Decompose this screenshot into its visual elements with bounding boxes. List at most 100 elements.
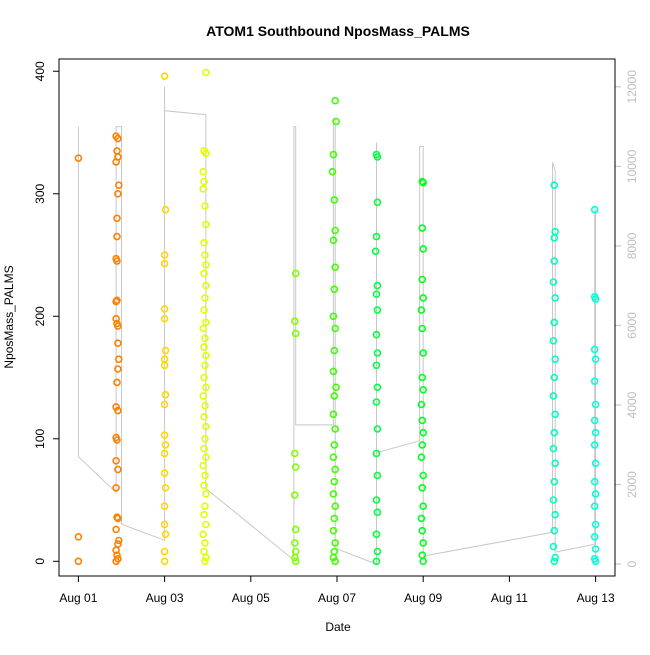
data-point <box>114 465 122 474</box>
data-point <box>291 269 300 278</box>
x-axis-title: Date <box>325 620 351 634</box>
data-point <box>419 502 428 511</box>
data-point <box>114 406 122 415</box>
data-point <box>418 324 427 333</box>
data-point <box>590 345 599 354</box>
data-point <box>419 539 428 547</box>
data-point <box>199 461 207 470</box>
data-point <box>330 441 339 449</box>
data-point <box>373 198 382 207</box>
data-point <box>419 349 428 357</box>
data-point <box>160 400 169 409</box>
x-tick-label: Aug 05 <box>232 591 270 605</box>
data-point <box>202 149 210 158</box>
data-point <box>551 459 560 468</box>
data-point <box>113 232 121 241</box>
data-point <box>290 491 299 499</box>
x-tick-label: Aug 13 <box>577 591 615 605</box>
x-tick-label: Aug 01 <box>59 591 97 605</box>
data-point <box>417 453 426 462</box>
data-point <box>329 553 338 562</box>
data-point <box>74 154 83 162</box>
data-point <box>332 383 340 392</box>
data-point <box>199 185 207 193</box>
data-point <box>331 226 340 235</box>
data-point <box>202 490 210 498</box>
data-point <box>160 72 169 80</box>
data-point <box>200 412 208 421</box>
data-point <box>112 546 120 555</box>
y-tick-label: 300 <box>33 183 47 203</box>
data-point <box>114 153 122 161</box>
secondary-line-layer <box>77 86 597 565</box>
data-point <box>591 490 600 498</box>
secondary-series-line <box>77 86 597 565</box>
data-point <box>202 68 210 77</box>
data-point <box>330 477 339 486</box>
data-point <box>549 392 558 400</box>
data-point <box>330 514 339 523</box>
data-point <box>591 557 600 566</box>
plot-box <box>58 58 616 577</box>
data-point <box>202 453 210 462</box>
data-point <box>549 542 558 551</box>
data-point <box>373 349 382 357</box>
data-point <box>331 96 340 105</box>
data-point <box>160 259 169 268</box>
data-point <box>202 553 210 562</box>
data-point <box>202 520 210 529</box>
y2-tick-label: 2000 <box>625 471 639 498</box>
data-point <box>372 530 381 539</box>
series-3 <box>290 269 300 566</box>
data-point <box>590 205 599 214</box>
data-point <box>113 257 121 265</box>
data-point <box>331 557 340 566</box>
data-point <box>160 520 169 529</box>
data-point <box>550 318 559 327</box>
y2-tick-label: 10000 <box>625 149 639 183</box>
data-point <box>590 377 599 386</box>
data-point <box>199 167 207 176</box>
x-tick-label: Aug 03 <box>146 591 184 605</box>
data-point <box>160 431 169 439</box>
data-point <box>160 469 169 477</box>
data-point <box>419 178 428 187</box>
x-tick-label: Aug 11 <box>491 591 528 605</box>
data-point <box>112 557 120 566</box>
data-point <box>112 525 120 534</box>
data-point <box>330 392 339 400</box>
data-point <box>161 530 170 539</box>
data-point <box>331 425 340 433</box>
data-point <box>551 410 560 419</box>
data-point <box>201 202 209 210</box>
data-point <box>291 463 300 471</box>
data-point <box>373 281 382 290</box>
data-point <box>550 477 559 486</box>
data-point <box>115 355 123 364</box>
x-tick-label: Aug 07 <box>318 591 356 605</box>
data-point <box>419 428 428 437</box>
data-point <box>417 400 426 409</box>
data-point <box>201 557 209 566</box>
data-point <box>112 314 120 323</box>
y-tick-label: 100 <box>33 428 47 448</box>
data-point <box>550 428 559 437</box>
data-point <box>331 324 340 333</box>
y2-tick-label: 4000 <box>625 391 639 418</box>
data-point <box>202 281 210 290</box>
data-point <box>114 322 122 330</box>
data-point <box>591 545 600 553</box>
data-point <box>115 181 123 189</box>
data-point <box>161 390 170 399</box>
data-point <box>419 294 428 302</box>
data-point <box>419 245 428 253</box>
data-point <box>417 306 426 314</box>
data-point <box>332 117 340 126</box>
data-point <box>201 502 209 511</box>
data-point <box>330 346 339 355</box>
data-point <box>199 324 207 333</box>
data-point <box>161 483 170 492</box>
